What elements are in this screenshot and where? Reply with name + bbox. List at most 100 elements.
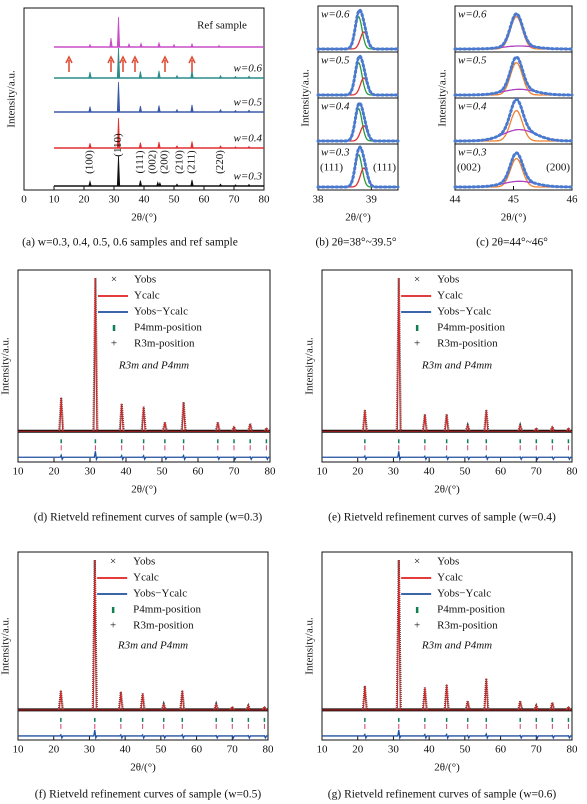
x-tick-label: 80 (259, 194, 271, 206)
peak-label: (100) (84, 150, 96, 174)
legend-label: P4mm-position (437, 604, 505, 616)
series-label: w=0.6 (233, 63, 262, 75)
legend-symbol: × (111, 274, 117, 286)
calc-peak (362, 409, 367, 432)
peak (116, 47, 121, 79)
calc-peak (93, 277, 98, 432)
plot-frame (321, 269, 573, 463)
x-tick-label: 70 (229, 194, 241, 206)
annotation: R3m and P4mm (421, 640, 492, 652)
peak (88, 143, 92, 149)
legend-label: Ycalc (134, 290, 160, 302)
x-tick-label: 38 (313, 194, 325, 206)
calc-peak (180, 690, 185, 710)
caption: (c) 2θ=44°~46° (476, 237, 548, 249)
legend-label: Ycalc (133, 572, 159, 584)
calc-peak (59, 397, 64, 432)
x-tick-label: 80 (567, 466, 579, 478)
observed-points (316, 101, 400, 143)
x-tick-label: 50 (169, 194, 181, 206)
observed-points (453, 151, 574, 189)
observed-points (453, 98, 574, 143)
calc-peak (396, 277, 401, 432)
arrow (131, 55, 139, 72)
observed-points (316, 54, 400, 97)
subplot-label: w=0.5 (321, 55, 350, 67)
fit-component (318, 31, 398, 50)
x-tick-label: 50 (459, 744, 471, 756)
peak (139, 42, 143, 48)
calc-peak (396, 559, 401, 710)
calc-peak (264, 427, 269, 432)
peak (138, 105, 142, 113)
x-tick-label: 10 (49, 194, 61, 206)
peak-label: (111) (373, 162, 396, 174)
legend-label: Yobs (134, 274, 156, 286)
x-tick-label: 50 (459, 466, 471, 478)
peak-label: (111) (134, 150, 146, 173)
legend-label: P4mm-position (437, 322, 505, 334)
peak (234, 146, 237, 149)
caption: (d) Rietveld refinement curves of sample… (34, 512, 263, 524)
peak (116, 117, 121, 149)
x-tick-label: 10 (13, 744, 25, 756)
calc-peak (262, 705, 267, 711)
x-axis-label: 2θ/(°) (131, 484, 157, 496)
x-tick-label: 10 (317, 744, 329, 756)
x-axis-label: 2θ/(°) (131, 212, 157, 224)
legend-label: Yobs (437, 274, 459, 286)
calc-peak (422, 414, 427, 432)
calc-peak (119, 403, 124, 432)
plot-frame (17, 551, 269, 741)
peak (233, 109, 238, 113)
x-tick-label: 30 (109, 194, 121, 206)
arrow (161, 55, 169, 72)
difference-curve (322, 451, 572, 462)
x-tick-label: 40 (121, 466, 133, 478)
calc-peak (465, 425, 470, 432)
difference-curve (18, 729, 268, 741)
x-tick-label: 80 (263, 744, 275, 756)
calc-peak (161, 703, 166, 711)
x-tick-label: 70 (531, 466, 543, 478)
peak (158, 181, 162, 187)
legend-symbol: + (414, 338, 420, 350)
x-tick-label: 20 (352, 466, 364, 478)
calc-peak (58, 690, 63, 710)
series-label: w=0.5 (233, 97, 262, 109)
x-tick-label: 70 (229, 466, 241, 478)
x-tick-label: 50 (157, 466, 169, 478)
difference-curve (18, 451, 270, 462)
arrow (119, 55, 127, 72)
x-tick-label: 50 (155, 744, 167, 756)
peak (157, 141, 161, 149)
arrow (107, 55, 115, 72)
peak (190, 104, 194, 113)
peak (190, 141, 194, 149)
annotation: R3m and P4mm (421, 360, 492, 372)
observed-points (453, 12, 574, 51)
observed-points (453, 55, 574, 97)
calc-peak (465, 700, 470, 711)
subplot-label: w=0.3 (321, 147, 350, 159)
peak (175, 108, 179, 113)
calc-peak (534, 427, 539, 432)
series-label: Ref sample (197, 20, 247, 32)
y-axis-label: Intensity/a.u. (300, 69, 312, 127)
calc-peak (362, 685, 367, 710)
calc-peak (518, 700, 523, 711)
x-tick-label: 10 (317, 466, 329, 478)
fit-component (318, 125, 398, 142)
legend-label: P4mm-position (134, 322, 202, 334)
caption: (a) w=0.3, 0.4, 0.5, 0.6 samples and ref… (22, 237, 238, 249)
calc-peak (215, 422, 220, 432)
peak (218, 145, 223, 149)
legend-label: Yobs−Ycalc (437, 588, 491, 600)
calc-peak (248, 423, 253, 432)
calc-peak (518, 425, 523, 432)
peak (247, 109, 251, 113)
x-axis-label: 2θ/(°) (345, 212, 371, 224)
x-tick-label: 60 (495, 466, 507, 478)
x-tick-label: 60 (495, 744, 507, 756)
annotation: R3m and P4mm (117, 640, 188, 652)
